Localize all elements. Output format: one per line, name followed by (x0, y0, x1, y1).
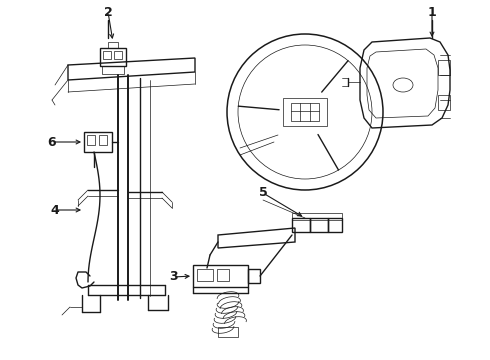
Bar (438, 60, 450, 75)
Bar (99, 135, 107, 145)
Bar (87, 135, 95, 145)
Bar (328, 218, 342, 232)
Bar (310, 218, 328, 232)
Bar (292, 218, 310, 232)
Bar (291, 103, 319, 121)
Text: 4: 4 (50, 203, 59, 216)
Bar (108, 42, 118, 48)
Bar (102, 66, 124, 74)
Text: 2: 2 (103, 5, 112, 18)
Bar (218, 327, 238, 337)
Bar (103, 51, 111, 59)
Text: 3: 3 (169, 270, 177, 284)
Bar (84, 132, 112, 152)
Text: 5: 5 (259, 186, 268, 199)
Bar (292, 213, 342, 220)
Bar (248, 269, 260, 283)
Bar (438, 95, 450, 110)
Bar (114, 51, 122, 59)
Text: 6: 6 (48, 135, 56, 148)
Text: 1: 1 (428, 5, 437, 18)
Bar (283, 98, 327, 126)
Bar (100, 48, 126, 66)
Bar (193, 265, 248, 287)
Bar (197, 269, 213, 281)
Bar (217, 269, 229, 281)
